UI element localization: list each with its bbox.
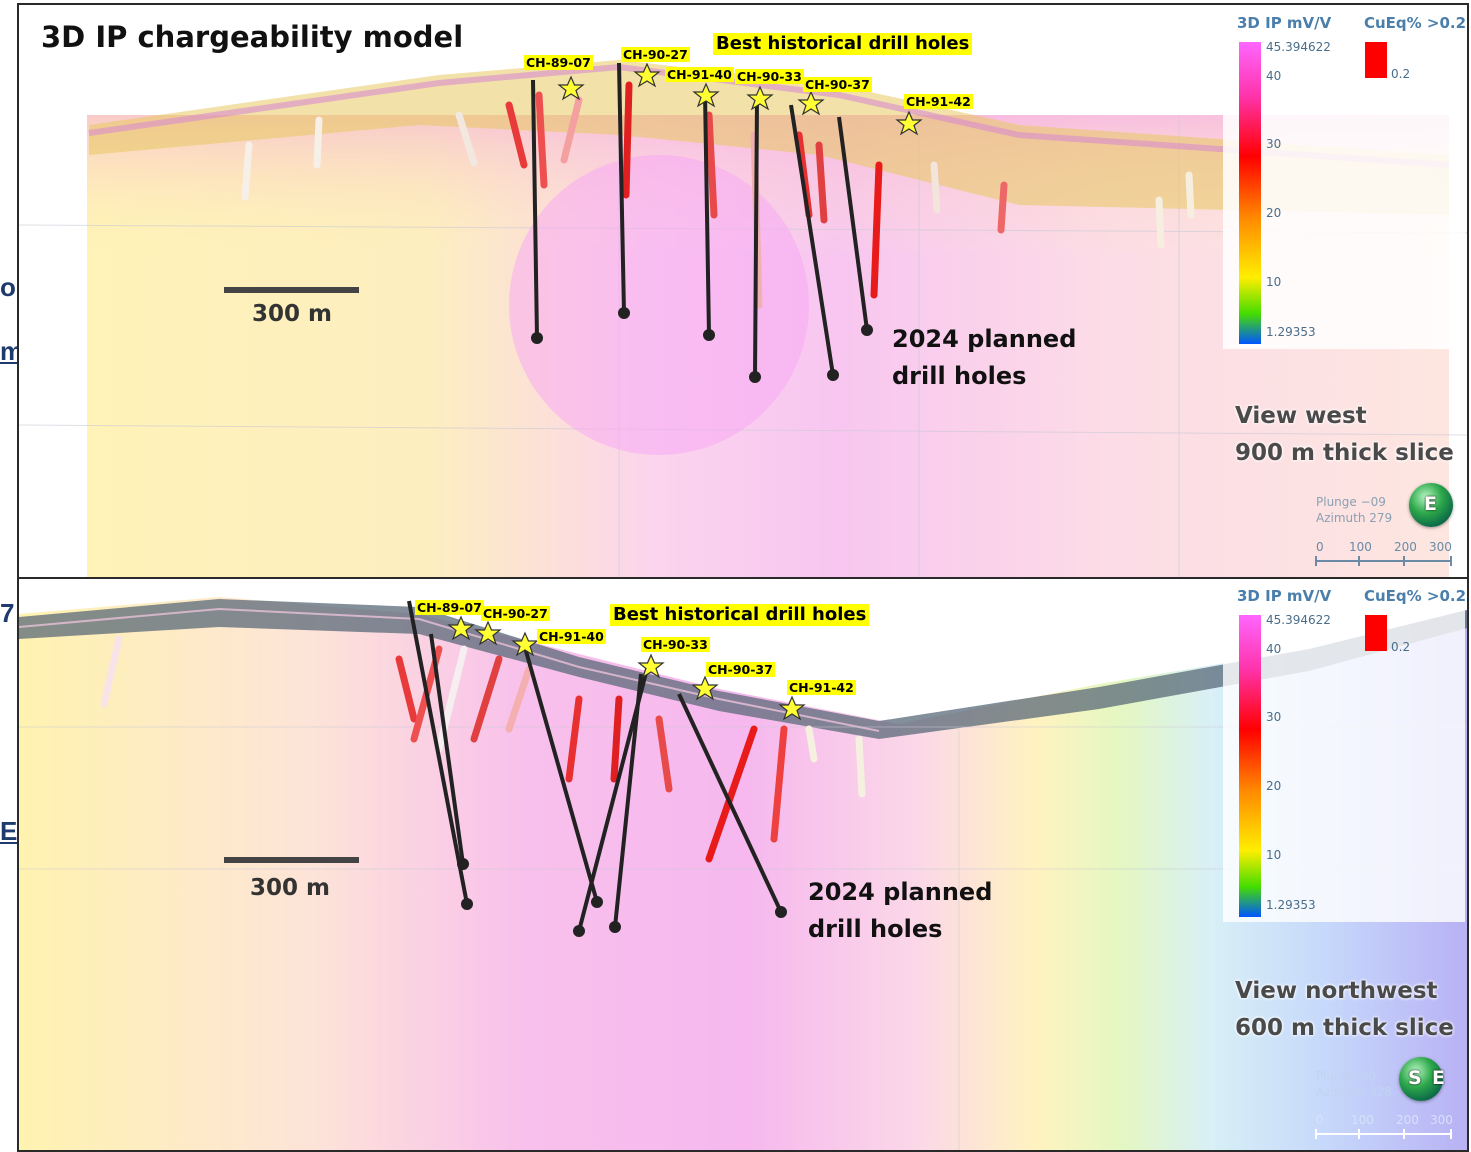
- slice-thickness: 900 m thick slice: [1235, 440, 1454, 466]
- orientation-readout: Plunge −09 Azimuth 279: [1316, 494, 1392, 526]
- hole-label: CH-90-37: [803, 77, 872, 92]
- view-direction: View west: [1235, 403, 1367, 429]
- view-description: View west 900 m thick slice: [1235, 398, 1454, 472]
- ip-section-graphic: [19, 5, 1467, 577]
- figure-title: 3D IP chargeability model: [41, 20, 464, 54]
- view-description: View northwest 600 m thick slice: [1235, 973, 1454, 1047]
- ip-legend-tick: 20: [1266, 779, 1282, 793]
- hole-label: CH-90-27: [481, 606, 550, 621]
- hole-label: CH-91-42: [904, 94, 973, 109]
- hole-label: CH-91-40: [537, 629, 606, 644]
- hole-label: CH-90-33: [735, 69, 804, 84]
- scale-bar-label: 300 m: [252, 301, 332, 327]
- scale-axis-tick: 300: [1429, 540, 1452, 554]
- compass-label-2: E: [1432, 1067, 1445, 1089]
- cueq-legend-title: CuEq% >0.2: [1364, 14, 1467, 32]
- slice-thickness: 600 m thick slice: [1235, 1015, 1454, 1041]
- hole-label: CH-91-40: [665, 67, 734, 82]
- scale-axis-tick: 100: [1351, 1113, 1374, 1127]
- planned-holes-label: 2024 planned drill holes: [808, 874, 992, 948]
- hole-label: CH-90-33: [641, 637, 710, 652]
- best-holes-callout: Best historical drill holes: [713, 33, 973, 55]
- cueq-legend-value: 0.2: [1391, 640, 1411, 654]
- planned-holes-line2: drill holes: [892, 362, 1027, 390]
- scale-bar-label: 300 m: [250, 875, 330, 901]
- planned-holes-line1: 2024 planned: [892, 325, 1077, 353]
- ip-legend-tick: 30: [1266, 710, 1282, 724]
- compass-label: E: [1424, 493, 1437, 515]
- section-panel-view-west: 3D IP chargeability model Best historica…: [17, 3, 1469, 579]
- ip-legend-tick: 10: [1266, 848, 1282, 862]
- hole-label: CH-91-42: [787, 680, 856, 695]
- ip-legend-title: 3D IP mV/V: [1237, 14, 1332, 32]
- plunge-readout: Plunge 00: [1316, 1069, 1376, 1083]
- compass-label: S: [1408, 1067, 1422, 1089]
- ip-legend-tick: 40: [1266, 69, 1282, 83]
- ip-legend-tick: 10: [1266, 275, 1282, 289]
- planned-holes-label: 2024 planned drill holes: [892, 321, 1076, 395]
- hole-label: CH-90-27: [621, 47, 690, 62]
- ip-legend-max: 45.394622: [1266, 40, 1331, 54]
- scale-axis-tick: 200: [1396, 1113, 1419, 1127]
- azimuth-readout: Azimuth 328: [1316, 1085, 1393, 1099]
- best-holes-callout: Best historical drill holes: [610, 604, 870, 626]
- scale-axis-tick: 0: [1316, 1113, 1324, 1127]
- scale-axis-tick: 0: [1316, 540, 1324, 554]
- cueq-legend-title: CuEq% >0.2: [1364, 587, 1467, 605]
- hole-label: CH-89-07: [524, 55, 593, 70]
- compass-icon: E: [1409, 483, 1453, 527]
- scale-axis-tick: 200: [1394, 540, 1417, 554]
- ip-legend-title: 3D IP mV/V: [1237, 587, 1332, 605]
- edge-fragment: 7: [0, 598, 15, 628]
- ip-legend-tick: 40: [1266, 642, 1282, 656]
- ip-legend-tick: 30: [1266, 137, 1282, 151]
- ip-legend-tick: 20: [1266, 206, 1282, 220]
- edge-fragment: E: [0, 816, 18, 846]
- hole-label: CH-90-37: [706, 662, 775, 677]
- section-panel-view-northwest: Best historical drill holes CH-89-07 CH-…: [17, 577, 1469, 1152]
- planned-holes-line2: drill holes: [808, 915, 943, 943]
- hole-label: CH-89-07: [415, 600, 484, 615]
- planned-holes-line1: 2024 planned: [808, 878, 993, 906]
- cueq-legend-value: 0.2: [1391, 67, 1411, 81]
- edge-fragment: o: [0, 272, 16, 302]
- compass-icon: S E: [1399, 1057, 1445, 1101]
- ip-legend-max: 45.394622: [1266, 613, 1331, 627]
- plunge-readout: Plunge −09: [1316, 495, 1386, 509]
- azimuth-readout: Azimuth 279: [1316, 511, 1393, 525]
- scale-axis-tick: 300: [1430, 1113, 1453, 1127]
- orientation-readout: Plunge 00 Azimuth 328: [1316, 1068, 1392, 1100]
- ip-legend-min: 1.29353: [1266, 898, 1316, 912]
- view-direction: View northwest: [1235, 978, 1438, 1004]
- scale-axis-tick: 100: [1349, 540, 1372, 554]
- ip-legend-min: 1.29353: [1266, 325, 1316, 339]
